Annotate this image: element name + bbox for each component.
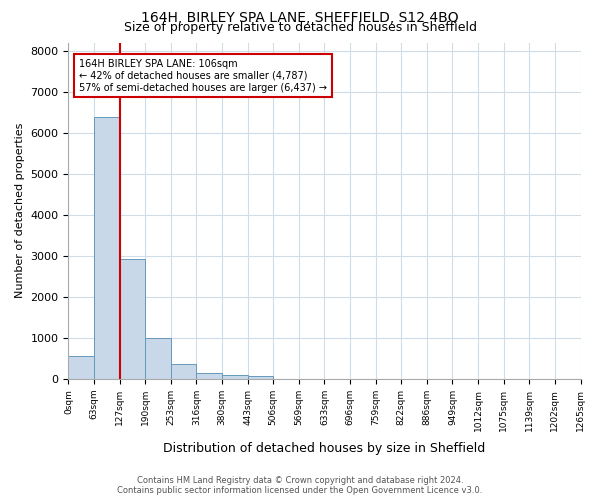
Text: 164H, BIRLEY SPA LANE, SHEFFIELD, S12 4BQ: 164H, BIRLEY SPA LANE, SHEFFIELD, S12 4B… bbox=[141, 12, 459, 26]
Bar bbox=[94, 117, 119, 379]
X-axis label: Distribution of detached houses by size in Sheffield: Distribution of detached houses by size … bbox=[163, 442, 485, 455]
Bar bbox=[248, 376, 273, 379]
Bar bbox=[222, 375, 248, 379]
Y-axis label: Number of detached properties: Number of detached properties bbox=[15, 123, 25, 298]
Bar bbox=[196, 373, 222, 379]
Bar bbox=[119, 259, 145, 379]
Bar bbox=[145, 338, 171, 379]
Bar bbox=[68, 356, 94, 379]
Bar bbox=[171, 364, 196, 379]
Text: Contains HM Land Registry data © Crown copyright and database right 2024.
Contai: Contains HM Land Registry data © Crown c… bbox=[118, 476, 482, 495]
Text: Size of property relative to detached houses in Sheffield: Size of property relative to detached ho… bbox=[124, 22, 476, 35]
Text: 164H BIRLEY SPA LANE: 106sqm
← 42% of detached houses are smaller (4,787)
57% of: 164H BIRLEY SPA LANE: 106sqm ← 42% of de… bbox=[79, 60, 326, 92]
